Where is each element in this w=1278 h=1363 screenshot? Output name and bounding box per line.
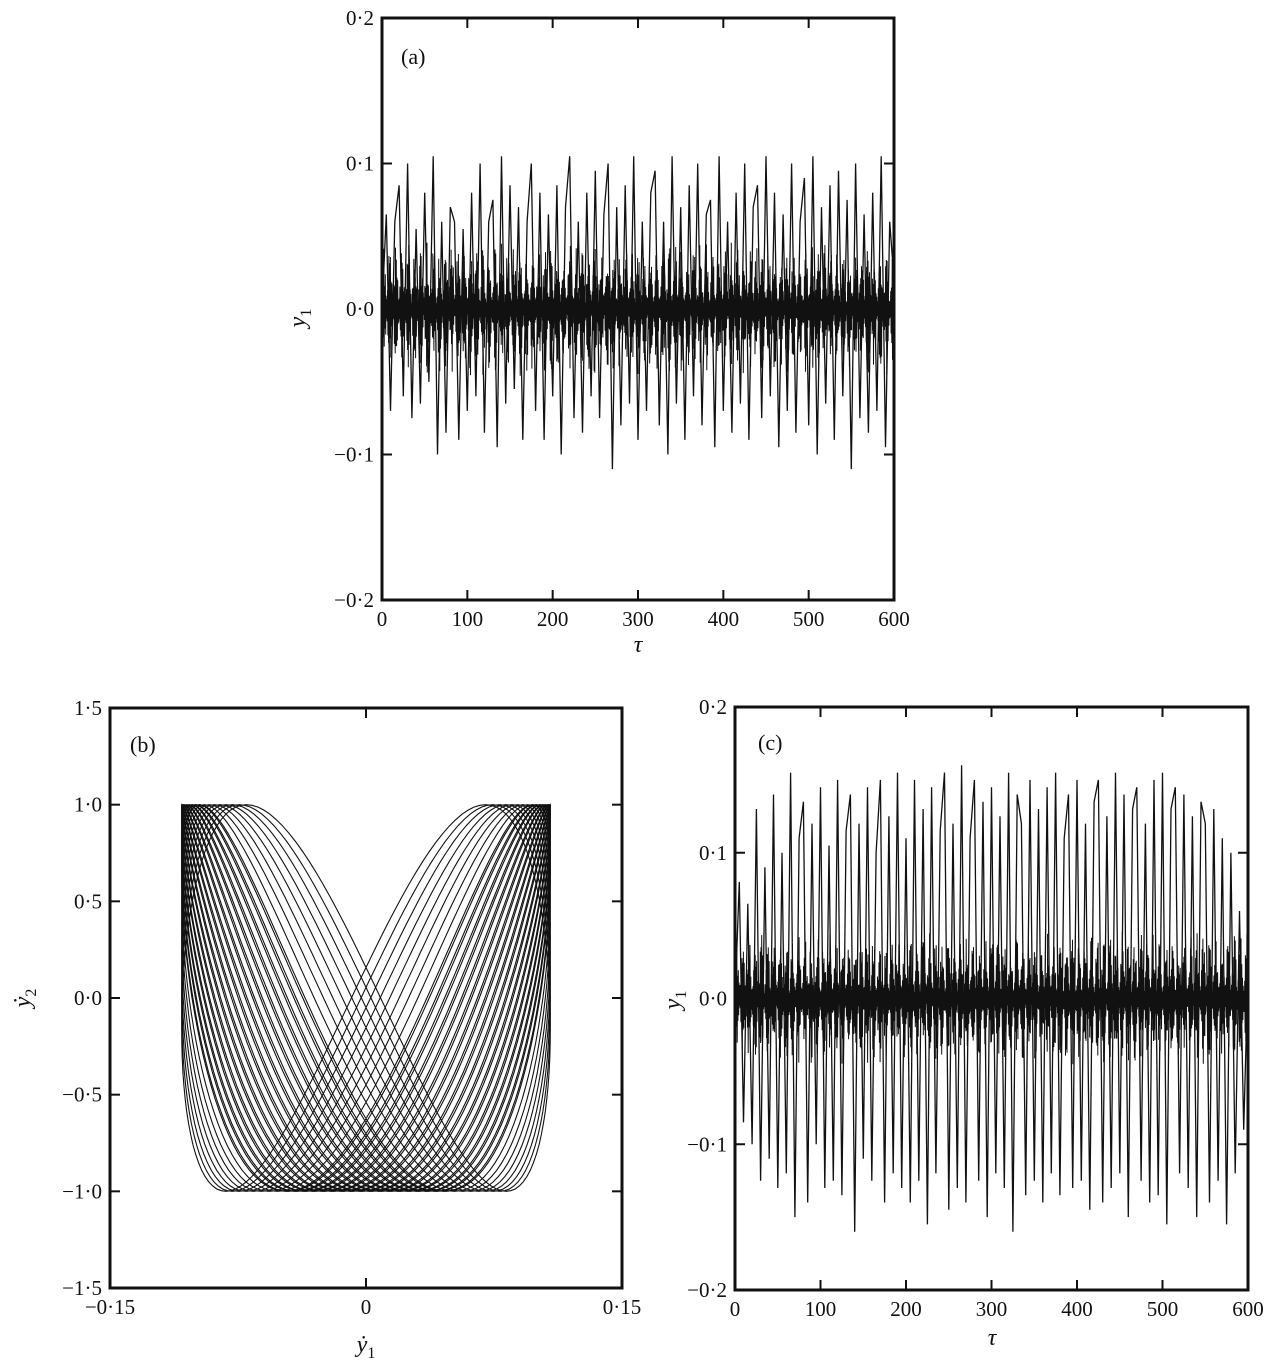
phase-trajectory	[181, 804, 551, 1192]
y-tick-label: 0·0	[699, 987, 727, 1011]
x-tick-label: 200	[890, 1297, 922, 1321]
x-tick-label: 500	[793, 607, 825, 631]
panel-b-xlabel: ẏ1	[355, 1332, 376, 1362]
panel-a: 0 100 200 300 400 500 600 0·2 0·1 0·0 −0·1 −0·2 (a)…	[285, 6, 910, 658]
x-tick-label: −0·15	[85, 1295, 135, 1319]
panel-c-xlabel: τ	[988, 1325, 998, 1351]
x-tick-label: 0	[730, 1297, 741, 1321]
y-tick-label: −1·0	[62, 1179, 102, 1203]
y-tick-label: 0·2	[346, 6, 374, 30]
y-tick-label: 0·1	[699, 841, 727, 865]
y-tick-label: 0·5	[74, 889, 102, 913]
svg-text:ẏ2: ẏ2	[10, 989, 40, 1010]
x-tick-label: 100	[805, 1297, 837, 1321]
panel-c-series	[734, 765, 1249, 1232]
panel-c-ylabel-sub: 1	[673, 991, 690, 999]
y-tick-label: −0·2	[687, 1278, 727, 1302]
svg-text:y1: y1	[285, 309, 315, 330]
panel-a-ylabel-sub: 1	[298, 309, 315, 317]
panel-a-label: (a)	[401, 44, 425, 69]
y-tick-label: −0·5	[62, 1083, 102, 1107]
panel-c-ylabel: y1	[660, 991, 690, 1012]
x-tick-label: 0·15	[603, 1295, 642, 1319]
panel-b-ylabel-base: ẏ	[10, 996, 36, 1009]
y-tick-label: 1·5	[74, 696, 102, 720]
phase-trajectory	[181, 804, 551, 1192]
y-tick-label: 0·1	[346, 152, 374, 176]
x-tick-label: 100	[452, 607, 484, 631]
x-tick-label: 0	[361, 1295, 372, 1319]
x-tick-label: 300	[622, 607, 654, 631]
panel-a-ylabel-base: y	[285, 316, 311, 329]
panel-b-ylabel: ẏ2	[10, 989, 40, 1010]
y-tick-label: 1·0	[74, 793, 102, 817]
panel-b-xlabel-sub: 1	[367, 1345, 375, 1362]
y-tick-label: 0·0	[74, 986, 102, 1010]
panel-a-xlabel: τ	[634, 632, 644, 658]
y-tick-label: −0·2	[334, 588, 374, 612]
panel-b-label: (b)	[130, 732, 156, 757]
phase-trajectory	[181, 804, 551, 1192]
panel-a-ticks: 0 100 200 300 400 500 600 0·2 0·1 0·0 −0·1 −0·2	[334, 6, 910, 631]
x-tick-label: 500	[1147, 1297, 1179, 1321]
panel-a-ylabel: y1	[285, 309, 315, 330]
panel-c-ticks: 0 100 200 300 400 500 600 0·2 0·1 0·0 −0·1 −0·2	[687, 695, 1264, 1321]
panel-b-xlabel-base: ẏ	[355, 1332, 368, 1358]
panel-b-ticks: −0·15 0 0·15 1·5 1·0 0·5 0·0 −0·5 −1·0 −1·5	[62, 696, 641, 1319]
y-tick-label: 0·0	[346, 297, 374, 321]
y-tick-label: 0·2	[699, 695, 727, 719]
x-tick-label: 300	[976, 1297, 1008, 1321]
x-tick-label: 400	[708, 607, 740, 631]
series-line	[734, 765, 1249, 1232]
x-tick-label: 400	[1061, 1297, 1093, 1321]
panel-b: −0·15 0 0·15 1·5 1·0 0·5 0·0 −0·5 −1·0 −1·5 (b) ẏ…	[10, 696, 641, 1362]
phase-trajectory	[181, 804, 551, 1192]
phase-trajectory	[181, 804, 551, 1192]
panel-b-series	[181, 803, 551, 1192]
y-tick-label: −1·5	[62, 1276, 102, 1300]
panel-b-ylabel-sub: 2	[23, 989, 40, 997]
series-line	[381, 156, 895, 470]
x-tick-label: 0	[377, 607, 388, 631]
panel-a-series	[381, 156, 895, 470]
x-tick-label: 600	[878, 607, 910, 631]
series-oscillation	[734, 931, 1249, 1065]
panel-c-ylabel-base: y	[660, 998, 686, 1011]
series-oscillation	[381, 242, 895, 376]
panel-c-label: (c)	[758, 730, 782, 755]
x-tick-label: 600	[1232, 1297, 1264, 1321]
phase-trajectory	[181, 804, 551, 1192]
phase-trajectory	[181, 804, 551, 1192]
panel-c: 0 100 200 300 400 500 600 0·2 0·1 0·0 −0·1 −0·2 (c)…	[660, 695, 1264, 1351]
phase-trajectory	[181, 804, 551, 1192]
y-tick-label: −0·1	[687, 1132, 727, 1156]
x-tick-label: 200	[537, 607, 569, 631]
y-tick-label: −0·1	[334, 443, 374, 467]
svg-text:y1: y1	[660, 991, 690, 1012]
